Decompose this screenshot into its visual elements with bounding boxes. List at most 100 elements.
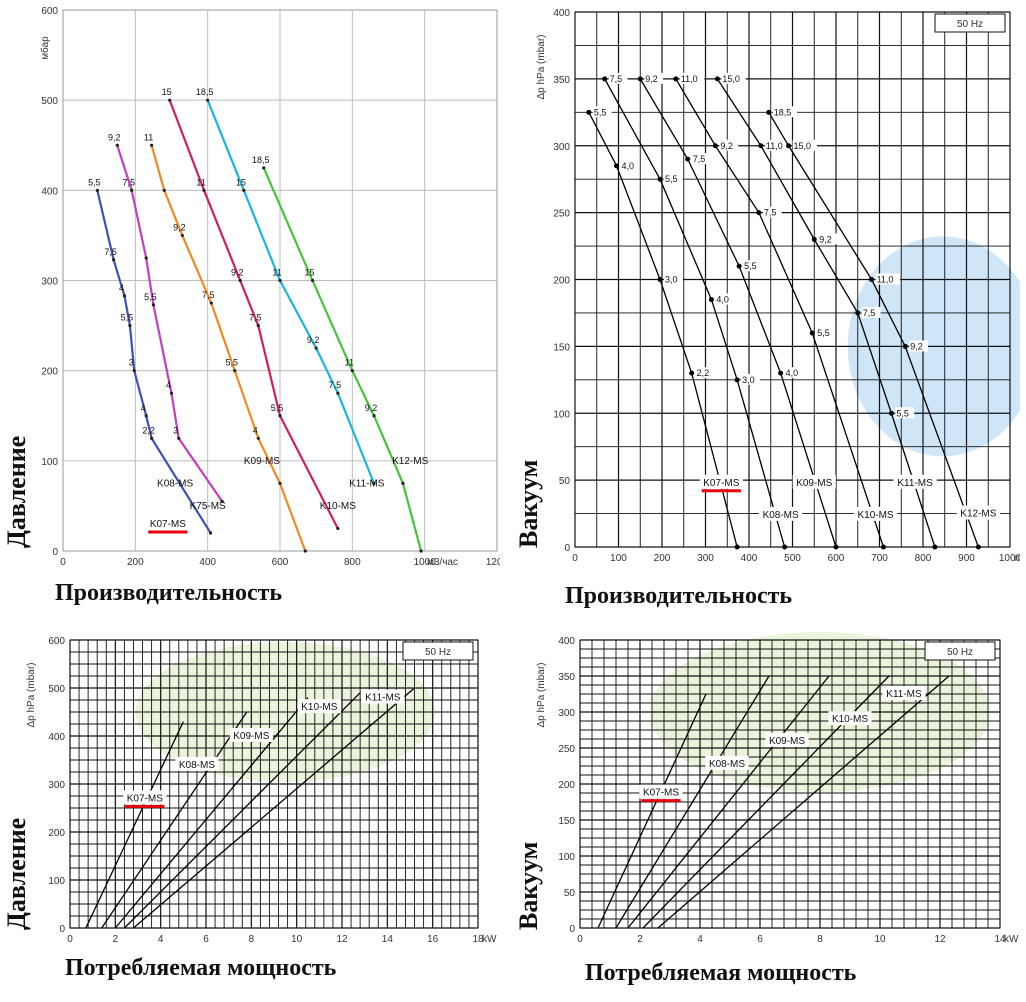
legend-label: 50 Hz xyxy=(957,19,983,30)
data-point xyxy=(278,278,282,283)
c3-xlabel: Потребляемая мощность xyxy=(65,955,337,981)
x-tick-label: 10 xyxy=(874,934,886,945)
data-point xyxy=(209,301,213,305)
model-label: K11-MS xyxy=(365,693,401,704)
series-line-k11-ms xyxy=(262,167,423,552)
data-point xyxy=(169,391,174,395)
point-label-bg xyxy=(772,106,798,118)
series-line-k07-ms xyxy=(85,721,184,929)
model-label: K09-MS xyxy=(796,478,832,489)
point-label: 18,5 xyxy=(196,87,214,97)
point-label: 2,2 xyxy=(142,425,155,435)
data-point xyxy=(888,410,894,416)
point-label: 5,5 xyxy=(744,261,757,271)
x-tick-label: 0 xyxy=(577,934,583,945)
x-tick-label: 400 xyxy=(199,557,216,568)
data-point xyxy=(336,526,340,531)
point-label: 3,0 xyxy=(742,375,755,385)
point-label: 3 xyxy=(129,358,134,368)
point-label: 7,5 xyxy=(122,177,135,187)
point-label-bg xyxy=(608,72,628,84)
y-tick-label: 100 xyxy=(48,876,65,887)
model-label: K11-MS xyxy=(349,478,385,489)
point-label: 9,2 xyxy=(720,141,733,151)
model-label-bg xyxy=(792,474,836,489)
data-point xyxy=(128,323,132,328)
y-tick-label: 300 xyxy=(48,780,65,791)
model-label: K10-MS xyxy=(301,702,337,713)
data-point xyxy=(685,156,691,162)
x-tick-label: 700 xyxy=(871,553,888,564)
point-label-bg xyxy=(861,306,881,318)
data-point xyxy=(766,109,772,115)
x-tick-label: 0 xyxy=(67,934,73,945)
y-unit: Δp hPa (mbar) xyxy=(536,662,547,727)
model-label: K12-MS xyxy=(960,509,996,520)
y-tick-label: 300 xyxy=(553,142,570,153)
y-unit: Δp hPa (mbar) xyxy=(26,662,37,727)
x-unit: kW xyxy=(1004,934,1019,945)
point-label-bg xyxy=(784,367,804,379)
y-tick-label: 150 xyxy=(553,342,570,353)
x-tick-label: 6 xyxy=(203,934,209,945)
legend-box xyxy=(402,641,474,661)
data-point xyxy=(220,499,224,504)
data-point xyxy=(144,256,148,260)
model-label: K08-MS xyxy=(763,510,799,521)
x-tick-label: 1000 xyxy=(414,557,437,568)
point-label: 11 xyxy=(196,177,205,187)
data-point xyxy=(855,310,861,316)
legend-label: 50 Hz xyxy=(947,647,973,658)
data-point xyxy=(162,188,166,192)
y-tick-label: 400 xyxy=(558,636,575,647)
model-label: K07-MS xyxy=(643,788,679,799)
y-tick-label: 400 xyxy=(48,732,65,743)
point-label: 15,0 xyxy=(722,74,740,84)
y-tick-label: 400 xyxy=(41,186,58,197)
point-label: 3 xyxy=(173,425,178,435)
y-tick-label: 200 xyxy=(41,367,58,378)
data-point xyxy=(238,278,242,283)
x-unit: м3/час xyxy=(427,557,458,568)
point-label: 5,5 xyxy=(665,174,678,184)
y-tick-label: 600 xyxy=(41,6,58,17)
x-tick-label: 800 xyxy=(344,557,361,568)
y-tick-label: 250 xyxy=(553,209,570,220)
point-label-bg xyxy=(875,273,900,285)
data-point xyxy=(782,544,788,550)
series-line-k09-ms xyxy=(114,697,309,929)
point-label: 7,5 xyxy=(104,247,117,257)
data-point xyxy=(202,188,206,192)
x-tick-label: 500 xyxy=(784,553,801,564)
model-label-bg xyxy=(893,474,937,489)
point-label: 5,5 xyxy=(271,403,284,413)
y-tick-label: 250 xyxy=(558,744,575,755)
data-point xyxy=(756,210,762,216)
x-tick-label: 100 xyxy=(610,553,627,564)
model-label: K08-MS xyxy=(179,760,215,771)
x-tick-label: 14 xyxy=(994,934,1006,945)
c2-xlabel: Производительность xyxy=(565,583,793,609)
model-label: K75-MS xyxy=(190,501,226,512)
point-label: 9,2 xyxy=(231,268,244,278)
point-label-bg xyxy=(818,233,838,245)
data-point xyxy=(132,369,136,373)
data-point xyxy=(932,544,938,550)
data-point xyxy=(112,258,116,262)
data-point xyxy=(637,76,643,82)
x-tick-label: 0 xyxy=(60,557,66,568)
x-tick-label: 600 xyxy=(828,553,845,564)
c2-ylabel: Вакуум xyxy=(514,459,543,548)
model-label-bg xyxy=(765,732,809,747)
point-label: 4,0 xyxy=(622,161,635,171)
legend-box xyxy=(924,641,996,661)
y-tick-label: 600 xyxy=(48,636,65,647)
y-tick-label: 50 xyxy=(564,888,576,899)
point-label: 5,5 xyxy=(144,292,157,302)
x-tick-label: 2 xyxy=(637,934,643,945)
series-line-k07-ms xyxy=(96,190,212,534)
point-label-bg xyxy=(644,72,664,84)
data-point xyxy=(278,481,282,485)
series-line-k08-ms xyxy=(615,675,770,929)
data-point xyxy=(336,391,340,395)
